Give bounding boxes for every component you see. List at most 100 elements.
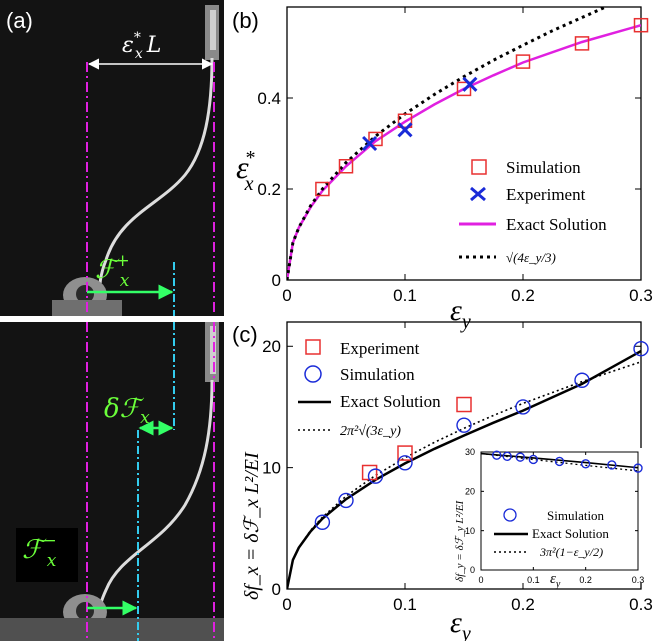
ticks-inset: 0 0.1 0.2 0.3 0 10 20 30 bbox=[465, 447, 644, 585]
data-point-experiment bbox=[397, 122, 413, 138]
series-line-2-3-y- bbox=[287, 361, 641, 589]
panel-a-label: (a) bbox=[6, 8, 33, 33]
data-point-simulation bbox=[367, 468, 384, 484]
data-point-simulation bbox=[368, 131, 383, 147]
x-tick-label: 0.2 bbox=[579, 575, 592, 585]
series-line-exact-solution bbox=[287, 23, 641, 280]
data-point-simulation bbox=[338, 159, 354, 174]
data-point-simulation bbox=[338, 492, 354, 509]
legend-inset-simulation-marker bbox=[503, 508, 517, 522]
base-holder-bottom bbox=[0, 594, 224, 641]
legend-inset-exact: Exact Solution bbox=[532, 526, 609, 541]
y-tick-label: 0 bbox=[272, 580, 281, 599]
panel-b-label: (b) bbox=[232, 8, 259, 33]
legend-c-exact: Exact Solution bbox=[340, 392, 441, 411]
data-point-simulation bbox=[607, 460, 617, 470]
y-tick-label: 10 bbox=[465, 526, 475, 536]
legend-c: Experiment Simulation Exact Solution 2π²… bbox=[298, 339, 441, 439]
chart-panel-b: (b) 0 0.1 0.2 0.3 0 0.2 0.4 εy ε* x Simulation … bbox=[232, 6, 653, 333]
inset-frame bbox=[480, 451, 639, 571]
data-point-simulation bbox=[580, 459, 591, 469]
data-point-simulation bbox=[502, 451, 512, 462]
data-point-simulation bbox=[315, 181, 330, 197]
data-point-experiment bbox=[362, 135, 378, 152]
legend-b-simulation-marker bbox=[471, 159, 487, 175]
data-point-simulation bbox=[314, 514, 331, 530]
data-point-simulation bbox=[633, 341, 649, 357]
x-axis-label-inset: εy bbox=[550, 571, 561, 590]
data-point-simulation bbox=[515, 452, 525, 462]
x-axis-label-b: εy bbox=[450, 294, 471, 333]
legend-c-formula: 2π²√(3ε_y) bbox=[340, 424, 401, 439]
data-point-experiment bbox=[462, 76, 478, 92]
data-point-simulation bbox=[456, 417, 472, 433]
x-axis-label-c: εy bbox=[450, 606, 471, 641]
series-line-exact-solution bbox=[481, 452, 638, 469]
x-tick-label: 0.1 bbox=[393, 286, 417, 305]
data-point-simulation bbox=[574, 36, 590, 51]
data-point-experiment bbox=[456, 396, 472, 413]
legend-b-experiment: Experiment bbox=[506, 185, 586, 204]
series-b bbox=[287, 7, 649, 280]
data-point-simulation bbox=[397, 113, 413, 128]
data-point-simulation bbox=[554, 456, 565, 467]
photo-bottom: δℱx ℱ− x bbox=[0, 322, 224, 641]
ticks-b: 0 0.1 0.2 0.3 0 0.2 0.4 bbox=[257, 7, 653, 305]
legend-b-formula: √(4ε_y/3) bbox=[506, 250, 556, 265]
y-tick-label: 0.4 bbox=[257, 89, 281, 108]
data-point-simulation bbox=[633, 463, 643, 473]
legend-c-experiment-marker bbox=[305, 339, 321, 355]
y-tick-label: 0 bbox=[272, 271, 281, 290]
x-tick-label: 0.2 bbox=[511, 286, 535, 305]
legend-c-simulation-marker bbox=[304, 365, 322, 383]
legend-c-simulation: Simulation bbox=[340, 365, 415, 384]
legend-b-experiment-marker bbox=[470, 186, 486, 202]
inset-c: 0 0.1 0.2 0.3 0 10 20 30 εy δf_y = δℱ_y L²/EI S… bbox=[452, 447, 644, 590]
data-point-simulation bbox=[492, 450, 502, 460]
data-point-experiment bbox=[397, 445, 413, 461]
data-point-simulation bbox=[397, 455, 413, 471]
epsilon-L-label: ε* x L bbox=[122, 30, 161, 62]
photo-top: (a) ε* x L ℱ+ x bbox=[0, 0, 224, 316]
panel-c-label: (c) bbox=[232, 322, 258, 347]
x-tick-label: 0.1 bbox=[393, 595, 417, 614]
y-tick-label: 0 bbox=[470, 565, 475, 575]
x-tick-label: 0 bbox=[282, 595, 291, 614]
legend-b-exact: Exact Solution bbox=[506, 215, 607, 234]
x-tick-label: 0.2 bbox=[511, 595, 535, 614]
series-line-3-1-y-2- bbox=[481, 452, 638, 472]
legend-c-experiment: Experiment bbox=[340, 339, 420, 358]
legend-b-simulation: Simulation bbox=[506, 158, 581, 177]
y-axis-label-inset: δf_y = δℱ_y L²/EI bbox=[454, 499, 466, 582]
delta-force-label: δℱx bbox=[104, 394, 150, 428]
data-point-simulation bbox=[515, 399, 531, 415]
chart-panel-c: (c) 0 0.1 0.2 0.3 0 10 20 εy δf_x = δℱ_x L²/EI… bbox=[232, 321, 653, 641]
data-point-simulation bbox=[515, 54, 531, 69]
y-axis-label-c: δf_x = δℱ_x L²/EI bbox=[241, 451, 263, 600]
x-tick-label: 0.1 bbox=[527, 575, 540, 585]
data-point-simulation bbox=[456, 81, 472, 97]
data-point-simulation bbox=[574, 372, 590, 388]
plot-frame-b bbox=[286, 6, 642, 281]
elastic-rod bbox=[98, 57, 214, 296]
x-tick-label: 0 bbox=[478, 575, 483, 585]
series-inset bbox=[481, 450, 643, 473]
x-tick-label: 0.3 bbox=[632, 575, 645, 585]
series-c bbox=[287, 341, 649, 589]
legend-inset-simulation: Simulation bbox=[547, 508, 605, 523]
data-point-simulation bbox=[633, 17, 649, 33]
ticks-c: 0 0.1 0.2 0.3 0 10 20 bbox=[262, 322, 653, 614]
y-axis-label-b: ε* x bbox=[236, 147, 255, 195]
legend-b: Simulation Experiment Exact Solution √(4… bbox=[459, 158, 607, 265]
y-tick-label: 20 bbox=[465, 486, 475, 496]
x-tick-label: 0.3 bbox=[629, 595, 653, 614]
x-tick-label: 0.3 bbox=[629, 286, 653, 305]
x-tick-label: 0 bbox=[282, 286, 291, 305]
y-tick-label: 30 bbox=[465, 447, 475, 457]
y-tick-label: 10 bbox=[262, 459, 281, 478]
series-line--4-y-3- bbox=[287, 7, 607, 280]
data-point-simulation bbox=[528, 454, 539, 465]
legend-inset-formula: 3π²(1−ε_y/2) bbox=[539, 545, 603, 559]
force-minus-bg bbox=[16, 528, 78, 582]
